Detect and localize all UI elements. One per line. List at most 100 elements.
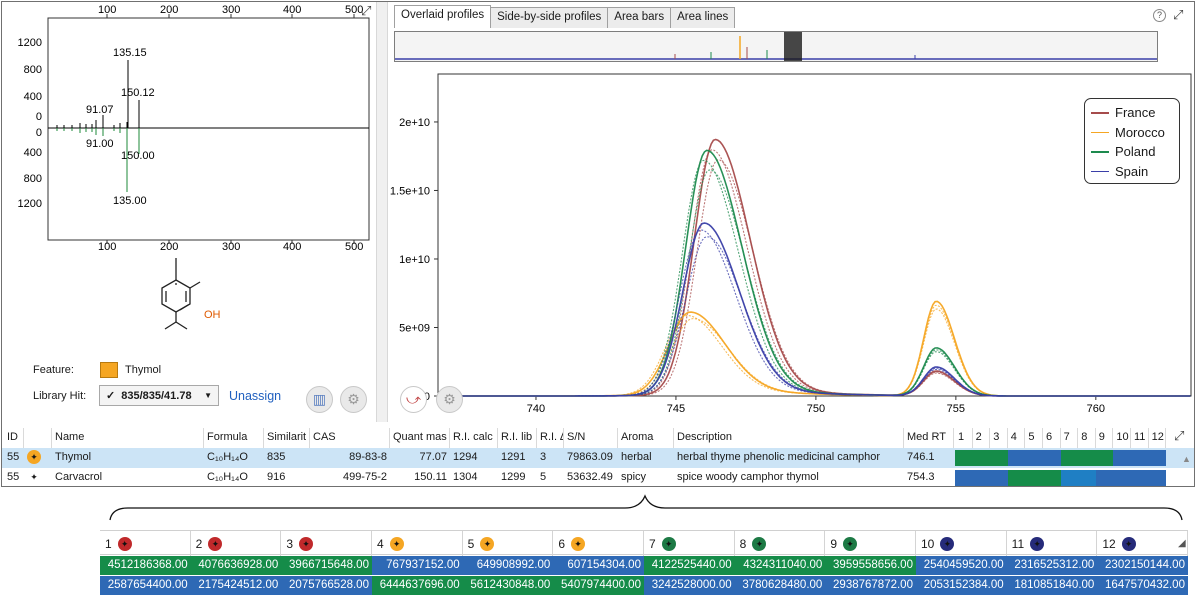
spectrum-settings-button[interactable]: ⚙ [340,386,367,413]
sample-column-header[interactable]: 11 ✦ [1007,531,1098,556]
sample-column-header[interactable]: 10 ✦ [916,531,1007,556]
column-header[interactable]: 12 [1149,428,1167,448]
heatmap-cell [1148,450,1167,466]
unassign-link[interactable]: Unassign [229,389,282,403]
sample-column-header[interactable]: 4 ✦ [372,531,463,556]
sample-column-header[interactable]: 6 ✦ [553,531,644,556]
sample-column-label: 7 [649,536,656,551]
legend-item-france[interactable]: France [1091,103,1179,123]
spectrum-y-tick-top: 400 [24,91,42,103]
column-header[interactable] [24,428,52,448]
sample-table-row[interactable]: 2587654400.00 2175424512.00 2075766528.00 6… [100,576,1188,595]
overview-selection-window[interactable] [784,32,802,61]
legend-label-spain: Spain [1115,163,1149,179]
plot-export-button[interactable]: ▥ [306,386,333,413]
legend-item-morocco[interactable]: Morocco [1091,123,1179,143]
pin-icon-active[interactable]: ✦ [24,448,52,468]
heatmap-cell [1095,450,1114,466]
column-header[interactable]: S/N [564,428,618,448]
profiles-x-tick: 740 [527,403,545,415]
sample-column-header[interactable]: 3 ✦ [281,531,372,556]
sample-column-header[interactable]: 12 ✦ [1097,531,1188,556]
resize-corner-icon[interactable]: ◢ [1178,538,1186,549]
column-header[interactable]: 4 [1008,428,1026,448]
table-row[interactable]: 55 ✦ Thymol C₁₀H₁₄O 835 89-83-8 77.07 1294 1291 3… [2,448,1194,468]
column-header[interactable]: Similarit [264,428,310,448]
column-header[interactable]: R.I. ∆ [537,428,564,448]
sample-column-label: 11 [1011,536,1025,551]
spectrum-x-tick-bottom: 200 [160,241,178,250]
profiles-plot-area [437,73,1192,397]
cell-med-rt: 754.3 [907,471,935,483]
library-hit-dropdown[interactable]: ✓ 835/835/41.78 ▼ [99,385,219,406]
expand-table-icon[interactable]: ⤢ [1174,428,1185,443]
sample-column-header[interactable]: 7 ✦ [644,531,735,556]
column-header[interactable]: 1 [955,428,973,448]
column-header[interactable]: 3 [990,428,1008,448]
column-header[interactable]: 8 [1078,428,1096,448]
sample-column-label: 6 [558,536,566,551]
scroll-up-arrow[interactable]: ▲ [1182,454,1191,464]
feature-label: Feature: [33,364,74,376]
spectrum-y-tick-bottom: 400 [24,147,42,159]
table-row[interactable]: 55 ✦ Carvacrol C₁₀H₁₄O 916 499-75-2 150.11 1304… [2,468,1194,488]
cell-aroma: spicy [621,471,647,483]
feature-name: Thymol [125,364,162,376]
pin-icon: ✦ [389,536,404,551]
column-header[interactable]: 9 [1096,428,1114,448]
column-header[interactable]: R.I. lib [498,428,537,448]
column-header[interactable]: 5 [1025,428,1043,448]
tab-area-bars[interactable]: Area bars [607,7,672,28]
column-header[interactable]: Formula [204,428,264,448]
column-header[interactable]: 7 [1061,428,1079,448]
peak-label-91-07: 91.07 [86,104,114,116]
column-header[interactable]: CAS [310,428,390,448]
cell-description: herbal thyme phenolic medicinal camphor [677,451,880,463]
feature-color-swatch[interactable] [100,362,118,378]
column-header[interactable]: Description [674,428,904,448]
expand-profiles-icon[interactable]: ⤢ [1173,7,1184,22]
column-header[interactable]: 11 [1131,428,1149,448]
tab-overlaid-profiles[interactable]: Overlaid profiles [394,5,492,28]
heatmap-cell [972,450,991,466]
column-header[interactable]: 2 [973,428,991,448]
cell-sn: 53632.49 [567,471,613,483]
spectrum-x-tick-bottom: 100 [98,241,116,250]
column-header[interactable]: Aroma [618,428,674,448]
sample-column-label: 9 [830,536,838,551]
sample-area-value: 1810851840.00 [1006,576,1098,595]
sample-column-header[interactable]: 1 ✦ [100,531,191,556]
legend-item-poland[interactable]: Poland [1091,142,1179,162]
cell-sn: 79863.09 [567,451,613,463]
pin-icon[interactable]: ✦ [24,468,52,488]
profile-export-button[interactable]: ⤻ [400,386,427,413]
tab-area-lines[interactable]: Area lines [670,7,736,28]
overlaid-profiles-chart: 740 745 750 755 760 0 5e+09 1e+10 1.5e+10 2e+10 [390,73,1192,415]
expand-spectrum-icon[interactable]: ⤢ [361,3,372,18]
cell-formula: C₁₀H₁₄O [207,471,248,483]
help-icon[interactable]: ? [1153,9,1166,22]
sample-column-header[interactable]: 5 ✦ [463,531,554,556]
chromatogram-overview[interactable] [394,31,1158,62]
column-header[interactable]: 10 [1113,428,1131,448]
sample-column-header[interactable]: 8 ✦ [735,531,826,556]
column-header[interactable]: Name [52,428,204,448]
panel-splitter[interactable] [376,2,388,422]
column-header[interactable]: 6 [1043,428,1061,448]
cell-id: 55 [7,451,20,463]
heatmap-cell [1007,470,1026,486]
column-header[interactable]: ID [4,428,24,448]
sample-table-row[interactable]: 4512186368.00 4076636928.00 3966715648.00 7… [100,556,1188,575]
legend-item-spain[interactable]: Spain [1091,162,1179,182]
peak-label-150-12: 150.12 [121,87,155,99]
profile-settings-button[interactable]: ⚙ [436,386,463,413]
column-header[interactable]: R.I. calc [450,428,498,448]
column-header[interactable]: Med RT [904,428,954,448]
sample-area-value: 3780628480.00 [734,576,826,595]
sample-column-header[interactable]: 2 ✦ [191,531,282,556]
gear-icon: ⚙ [443,391,456,407]
spectrum-y-tick-top: 0 [36,111,42,123]
tab-side-by-side-profiles[interactable]: Side-by-side profiles [490,7,609,28]
column-header[interactable]: Quant mas [390,428,450,448]
sample-column-header[interactable]: 9 ✦ [825,531,916,556]
